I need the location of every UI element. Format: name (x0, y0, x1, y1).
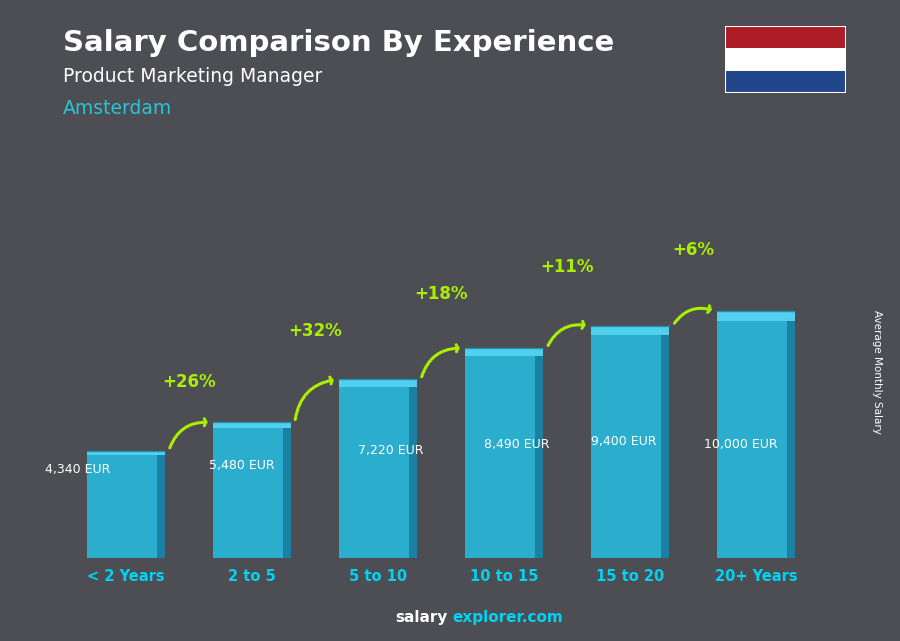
Text: +26%: +26% (162, 372, 216, 390)
Bar (724, 48, 846, 71)
Bar (158, 451, 165, 558)
Text: Average Monthly Salary: Average Monthly Salary (872, 310, 883, 434)
Bar (536, 348, 543, 558)
Text: 8,490 EUR: 8,490 EUR (484, 438, 549, 451)
Bar (213, 422, 291, 428)
Bar (465, 348, 543, 356)
Bar (339, 379, 417, 558)
Bar (724, 71, 846, 93)
Text: +11%: +11% (540, 258, 594, 276)
Bar (87, 451, 165, 558)
Text: Product Marketing Manager: Product Marketing Manager (63, 67, 322, 87)
Bar (213, 422, 291, 558)
Text: +6%: +6% (672, 241, 714, 259)
Text: 9,400 EUR: 9,400 EUR (591, 435, 656, 448)
Bar (410, 379, 417, 558)
Bar (465, 348, 543, 558)
Bar (591, 326, 669, 558)
Bar (717, 311, 795, 320)
Text: salary: salary (395, 610, 447, 625)
Text: 5,480 EUR: 5,480 EUR (209, 459, 274, 472)
Bar (717, 311, 795, 558)
Bar (339, 379, 417, 387)
Text: +18%: +18% (414, 285, 468, 303)
Bar (662, 326, 669, 558)
Text: +32%: +32% (288, 322, 342, 340)
Text: 7,220 EUR: 7,220 EUR (358, 444, 423, 457)
Bar (284, 422, 291, 558)
Bar (788, 311, 795, 558)
Bar (591, 326, 669, 335)
Text: 10,000 EUR: 10,000 EUR (704, 438, 778, 451)
Bar (87, 451, 165, 455)
Text: explorer.com: explorer.com (453, 610, 563, 625)
Text: Amsterdam: Amsterdam (63, 99, 172, 119)
Bar (724, 26, 846, 48)
Text: Salary Comparison By Experience: Salary Comparison By Experience (63, 29, 614, 57)
Text: 4,340 EUR: 4,340 EUR (45, 463, 111, 476)
